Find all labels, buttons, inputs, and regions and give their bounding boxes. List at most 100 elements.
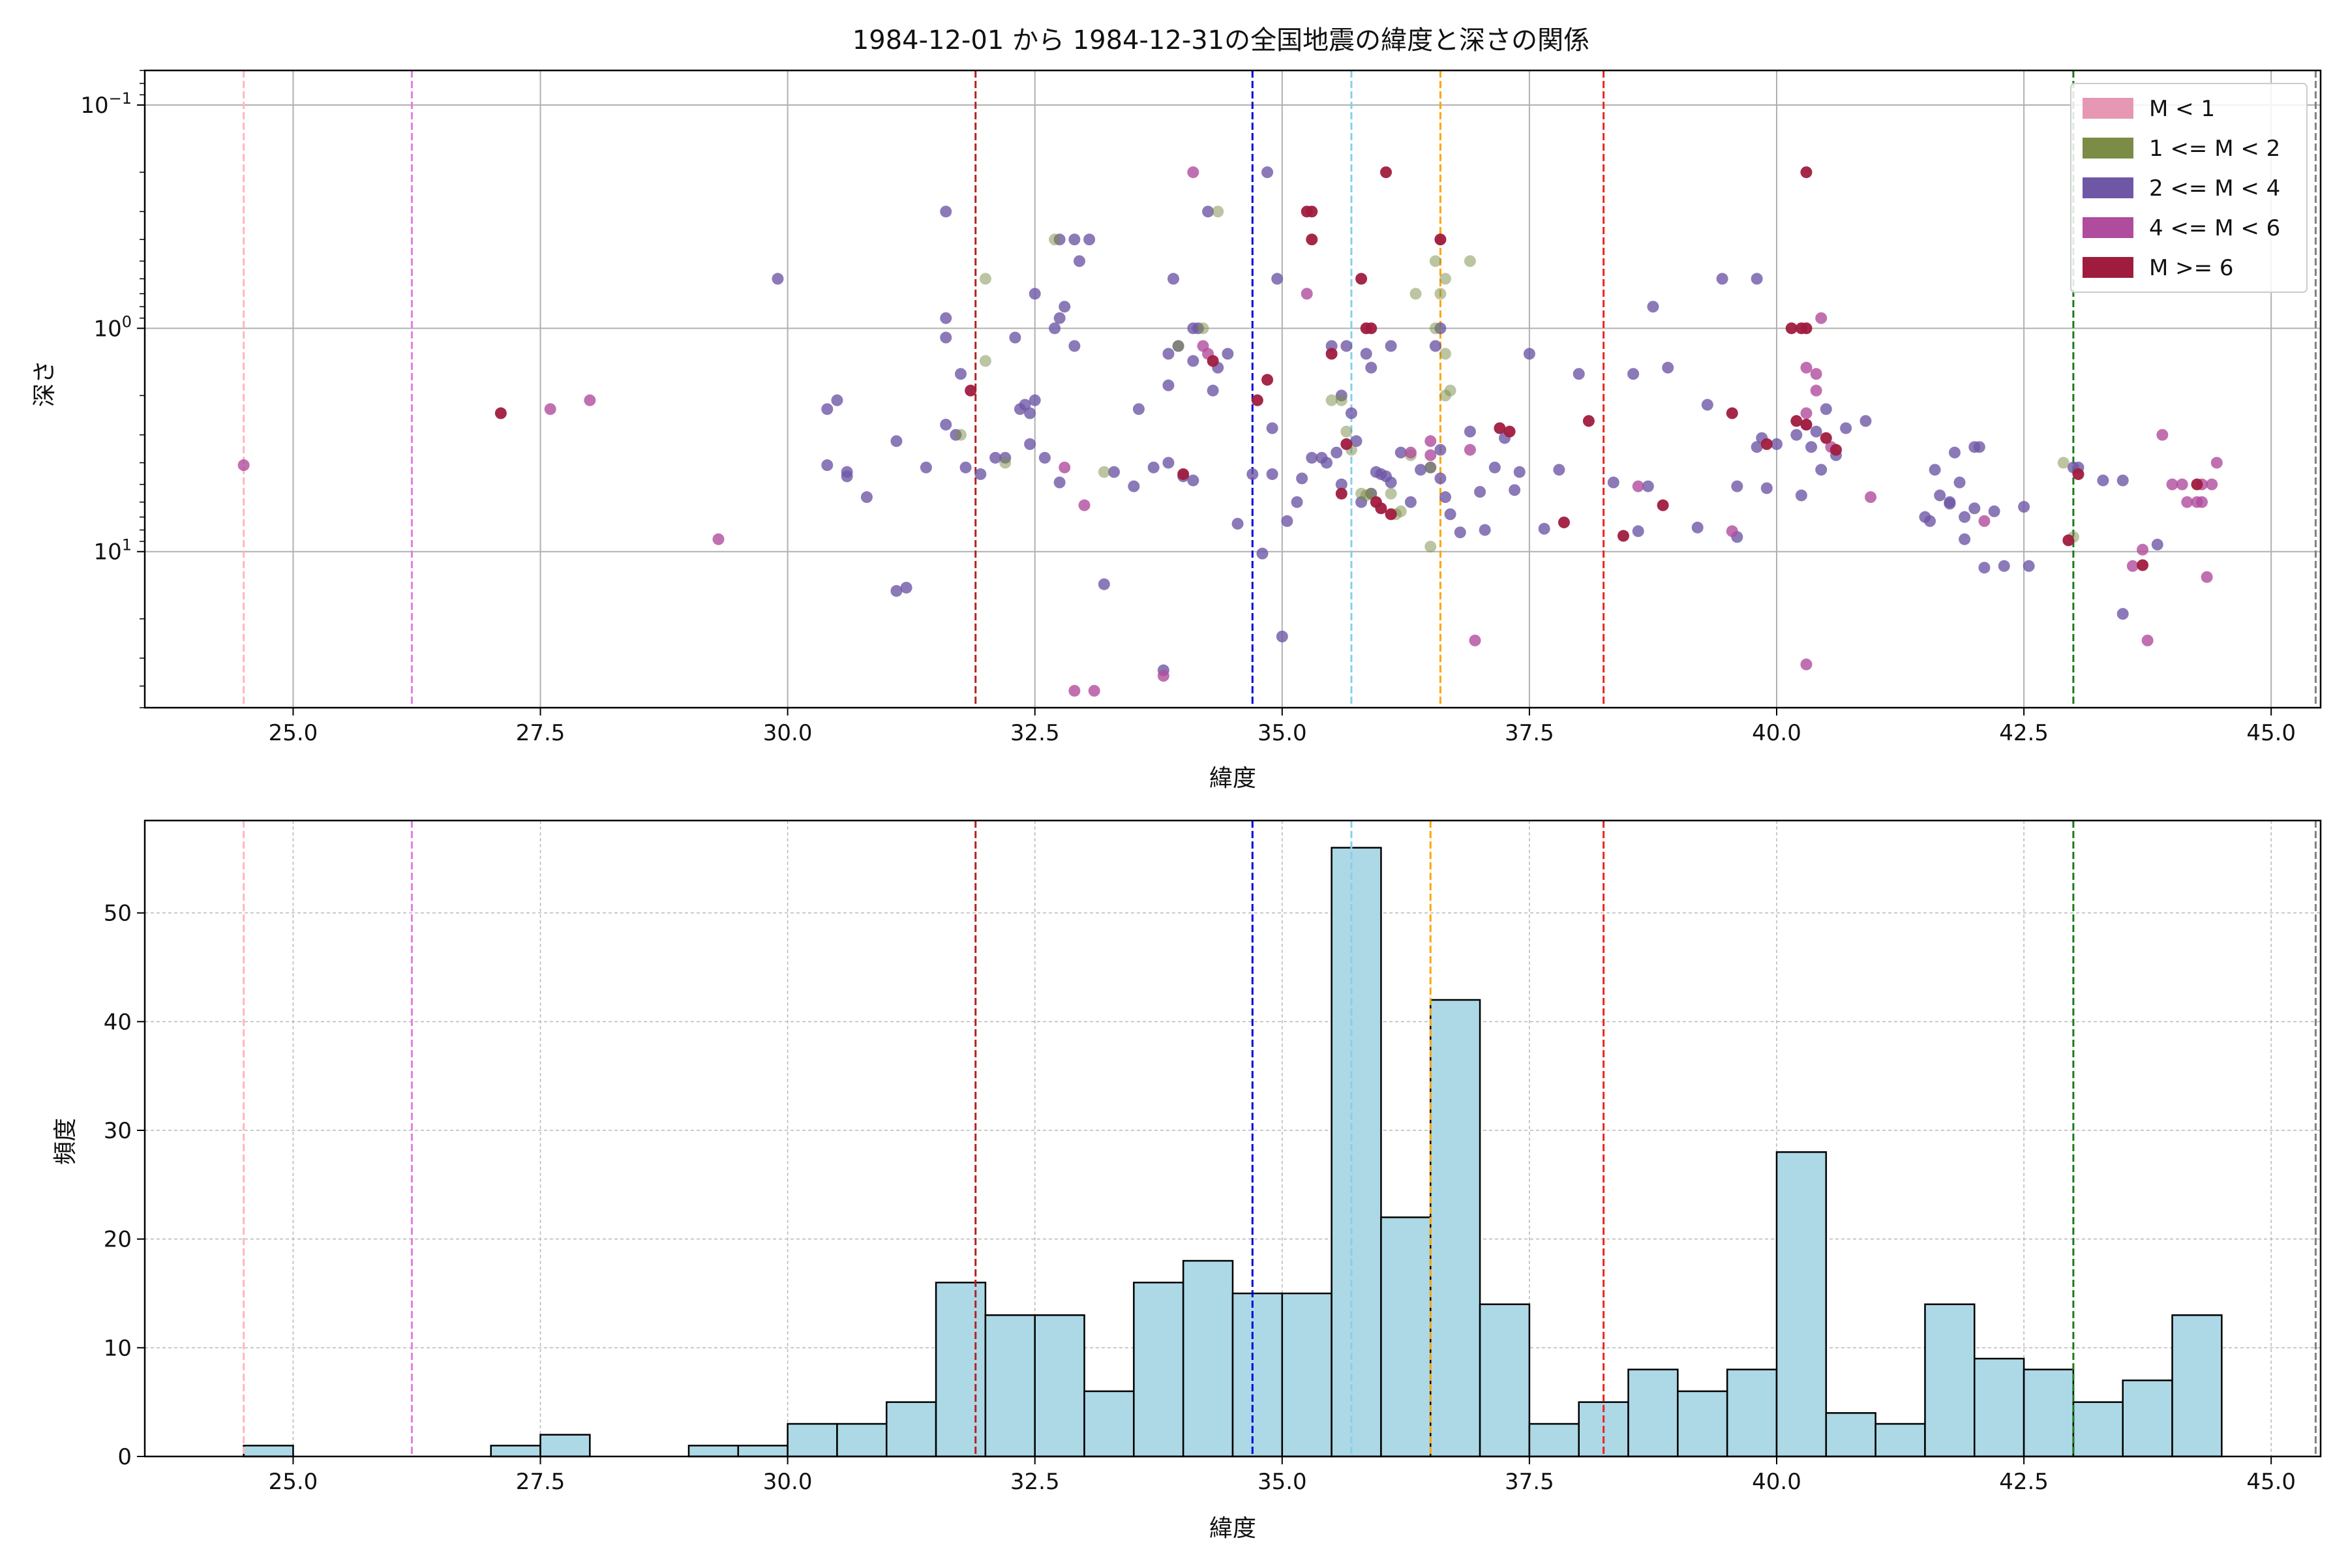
scatter-point-s0-145 [1968,502,1981,515]
scatter-point-s2-28 [1865,491,1877,504]
scatter-point-s0-21 [1009,331,1021,344]
legend-label-2: 2 <= M < 4 [2149,175,2280,202]
scatter-point-s1-3 [999,457,1012,469]
scatter-point-s0-142 [1953,476,1966,489]
scatter-axes-frame [143,69,2322,709]
scatter-point-s3-34 [1820,432,1832,444]
histogram-x-tick-label-8: 45.0 [2246,1469,2296,1495]
scatter-point-s0-147 [1968,441,1981,453]
scatter-point-s1-21 [1424,461,1437,474]
scatter-point-s0-66 [1276,630,1288,642]
scatter-point-s0-123 [1760,482,1773,494]
scatter-point-s2-9 [1187,166,1199,179]
scatter-point-s0-125 [1790,429,1803,441]
scatter-point-s2-17 [1469,634,1481,646]
scatter-point-s2-30 [2126,560,2139,572]
scatter-point-s0-60 [1256,547,1269,560]
scatter-point-s0-110 [1607,476,1619,489]
scatter-point-s0-90 [1415,464,1427,476]
scatter-point-s0-3 [821,459,834,472]
scatter-point-s0-137 [1934,489,1946,502]
scatter-point-s0-152 [2023,560,2035,572]
legend-swatch-0 [2083,98,2133,119]
scatter-point-s0-87 [1385,340,1397,352]
histogram-x-tick-label-2: 30.0 [763,1469,813,1495]
scatter-point-s3-17 [1380,166,1392,179]
scatter-point-s3-30 [1785,322,1798,335]
scatter-point-s0-30 [1053,312,1066,324]
scatter-point-s0-107 [1538,522,1550,535]
scatter-point-s0-108 [1553,464,1565,476]
scatter-point-s0-69 [1306,451,1318,464]
scatter-point-s0-144 [1959,533,1971,545]
histogram-bar-22 [1331,847,1382,1458]
histogram-bar-26 [1528,1423,1580,1458]
histogram-bar-21 [1281,1292,1332,1458]
scatter-point-s0-130 [1820,403,1832,415]
scatter-point-s2-18 [1632,480,1644,492]
scatter-point-s2-20 [1800,658,1813,671]
scatter-point-s3-29 [1800,322,1813,335]
scatter-point-s0-157 [2116,608,2129,620]
scatter-point-s0-46 [1162,457,1175,469]
scatter-point-s2-35 [2176,478,2188,490]
scatter-point-s0-97 [1444,508,1456,520]
scatter-point-s0-16 [955,368,967,380]
scatter-point-s0-9 [900,581,912,594]
scatter-point-s2-31 [2137,543,2149,556]
histogram-bar-10 [737,1445,789,1458]
scatter-point-s0-88 [1394,446,1407,459]
scatter-point-s3-16 [1375,502,1387,515]
histogram-bar-15 [984,1314,1036,1458]
scatter-point-s0-11 [940,205,952,218]
scatter-point-s2-8 [1157,670,1169,682]
scatter-x-tick-label-8: 45.0 [2246,720,2296,746]
scatter-point-s2-1 [544,403,556,415]
scatter-point-s0-7 [890,435,903,447]
scatter-point-s1-32 [2057,457,2070,469]
scatter-point-s3-0 [494,407,507,419]
scatter-point-s0-19 [989,451,1002,464]
scatter-point-s0-113 [1647,301,1659,313]
scatter-point-s0-42 [1147,461,1160,474]
histogram-x-tick-label-7: 42.5 [1999,1469,2049,1495]
scatter-point-s0-45 [1162,379,1175,391]
scatter-point-s0-100 [1474,486,1486,498]
scatter-point-s3-20 [1494,422,1506,434]
histogram-axes-frame [143,819,2322,1458]
scatter-point-s0-25 [1029,394,1041,406]
scatter-point-s0-99 [1464,425,1476,438]
scatter-point-s0-92 [1434,444,1447,456]
scatter-point-s0-68 [1296,472,1308,485]
histogram-x-tick-label-0: 25.0 [269,1469,318,1495]
scatter-point-s0-124 [1771,438,1783,450]
scatter-point-s1-24 [1439,348,1452,360]
scatter-point-s0-37 [1083,234,1096,246]
scatter-point-s0-58 [1231,517,1244,530]
scatter-point-s2-3 [712,533,725,545]
legend-label-1: 1 <= M < 2 [2149,136,2280,162]
histogram-bar-37 [2072,1401,2124,1458]
scatter-title: 1984-12-01 から 1984-12-31の全国地震の緯度と深さの関係 [852,25,1589,55]
scatter-point-s0-101 [1479,524,1491,536]
scatter-point-s0-63 [1266,468,1278,480]
histogram-bar-33 [1874,1423,1926,1458]
scatter-point-s0-95 [1434,472,1447,485]
scatter-point-s2-42 [2206,478,2218,490]
scatter-x-tick-label-2: 30.0 [763,720,813,746]
scatter-point-s0-12 [940,312,952,324]
scatter-point-s1-28 [1429,255,1441,267]
scatter-point-s0-44 [1162,348,1175,360]
scatter-point-s0-109 [1573,368,1585,380]
histogram-bar-36 [2023,1368,2075,1458]
scatter-point-s3-35 [1829,444,1842,456]
scatter-point-s3-9 [1325,348,1338,360]
scatter-point-s3-26 [1726,407,1738,419]
histogram-bar-14 [935,1282,987,1458]
scatter-point-s0-24 [1024,407,1036,419]
scatter-point-s1-1 [979,355,991,367]
scatter-point-s3-10 [1335,487,1347,500]
scatter-x-tick-label-7: 42.5 [1999,720,2049,746]
scatter-point-s0-8 [890,584,903,597]
histogram-bar-24 [1430,999,1481,1458]
